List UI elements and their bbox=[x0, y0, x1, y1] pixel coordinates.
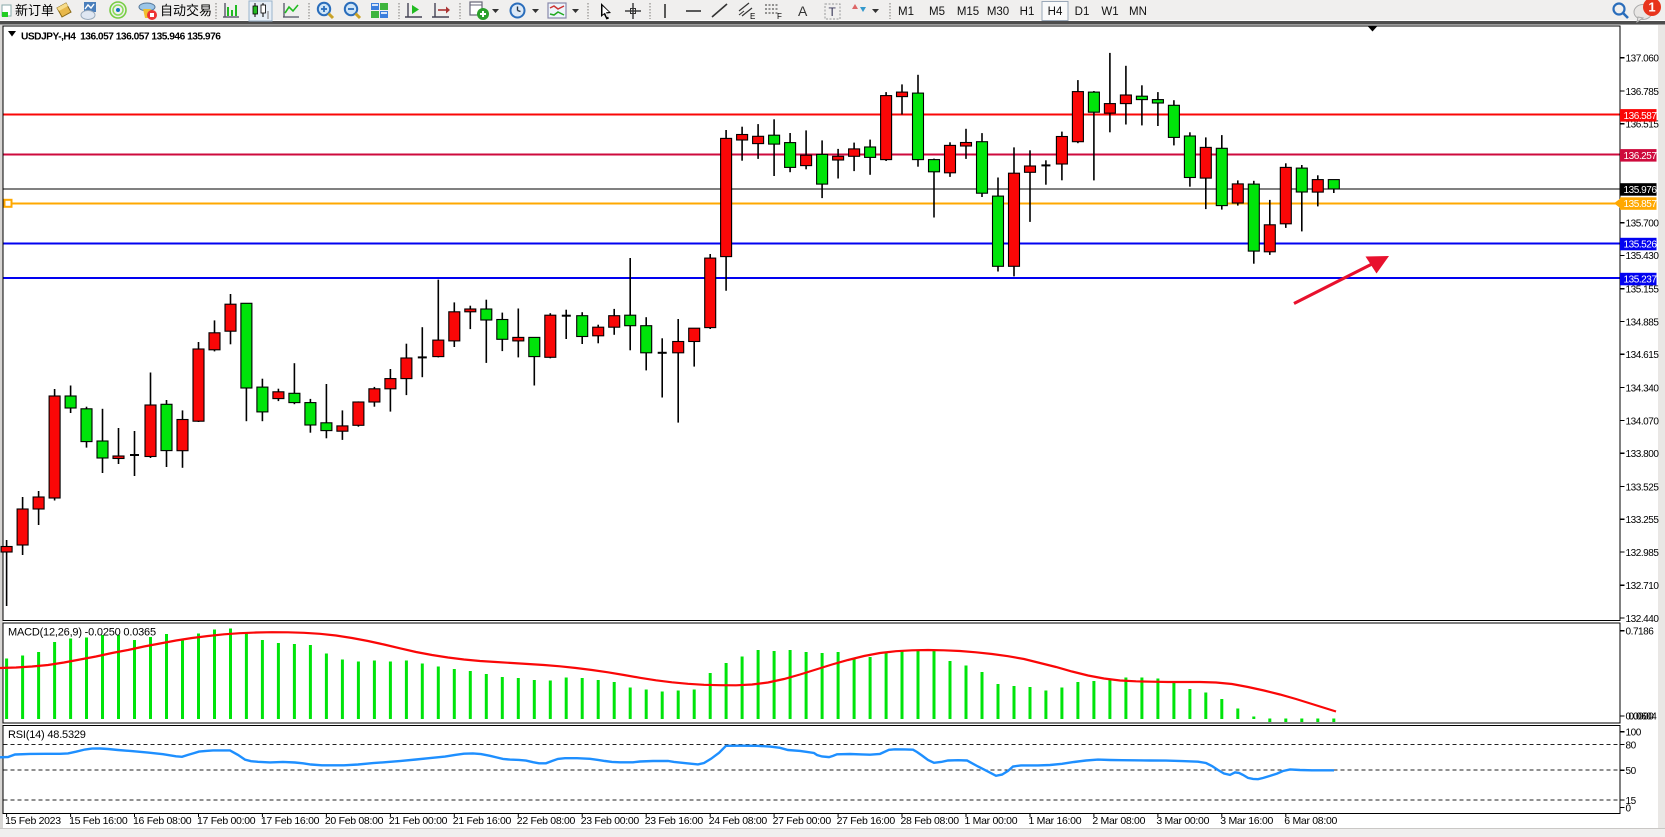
svg-text:136.257: 136.257 bbox=[1624, 151, 1658, 162]
svg-text:134.340: 134.340 bbox=[1626, 383, 1660, 394]
svg-text:136.785: 136.785 bbox=[1626, 87, 1660, 98]
svg-text:15 Feb 16:00: 15 Feb 16:00 bbox=[69, 815, 128, 827]
svg-text:24 Feb 08:00: 24 Feb 08:00 bbox=[709, 815, 768, 827]
svg-text:133.800: 133.800 bbox=[1626, 449, 1660, 460]
svg-text:23 Feb 00:00: 23 Feb 00:00 bbox=[581, 815, 640, 827]
svg-text:135.976: 135.976 bbox=[1624, 185, 1658, 196]
svg-text:M1: M1 bbox=[898, 6, 914, 18]
svg-text:16 Feb 08:00: 16 Feb 08:00 bbox=[133, 815, 192, 827]
svg-text:134.885: 134.885 bbox=[1626, 317, 1660, 328]
svg-text:6 Mar 08:00: 6 Mar 08:00 bbox=[1284, 815, 1337, 827]
svg-text:H4: H4 bbox=[1048, 6, 1063, 18]
svg-text:3 Mar 16:00: 3 Mar 16:00 bbox=[1220, 815, 1273, 827]
svg-text:0.7186: 0.7186 bbox=[1626, 627, 1655, 638]
svg-text:F: F bbox=[777, 12, 782, 21]
svg-text:0.0000: 0.0000 bbox=[1626, 712, 1655, 723]
svg-text:132.710: 132.710 bbox=[1626, 581, 1660, 592]
svg-text:80: 80 bbox=[1626, 740, 1637, 751]
svg-text:133.525: 133.525 bbox=[1626, 482, 1660, 493]
svg-text:1 Mar 16:00: 1 Mar 16:00 bbox=[1029, 815, 1082, 827]
svg-text:新订单: 新订单 bbox=[15, 3, 54, 18]
svg-text:0.0604: 0.0604 bbox=[1629, 712, 1658, 723]
svg-text:3 Mar 00:00: 3 Mar 00:00 bbox=[1156, 815, 1209, 827]
svg-text:M30: M30 bbox=[987, 6, 1009, 18]
svg-text:137.060: 137.060 bbox=[1626, 54, 1660, 65]
svg-text:50: 50 bbox=[1626, 766, 1637, 777]
svg-text:23 Feb 16:00: 23 Feb 16:00 bbox=[645, 815, 704, 827]
svg-text:17 Feb 00:00: 17 Feb 00:00 bbox=[197, 815, 256, 827]
svg-text:15 Feb 2023: 15 Feb 2023 bbox=[5, 815, 61, 827]
svg-text:0: 0 bbox=[1626, 803, 1632, 814]
svg-text:135.430: 135.430 bbox=[1626, 251, 1660, 262]
svg-text:MN: MN bbox=[1129, 6, 1147, 18]
svg-text:135.857: 135.857 bbox=[1624, 199, 1658, 210]
svg-text:M5: M5 bbox=[929, 6, 945, 18]
svg-text:RSI(14) 48.5329: RSI(14) 48.5329 bbox=[8, 729, 86, 741]
svg-text:自动交易: 自动交易 bbox=[160, 3, 212, 18]
svg-text:MACD(12,26,9) -0.0250 0.0365: MACD(12,26,9) -0.0250 0.0365 bbox=[8, 627, 156, 639]
svg-text:135.526: 135.526 bbox=[1624, 240, 1658, 251]
svg-text:1: 1 bbox=[1648, 0, 1655, 15]
svg-text:22 Feb 08:00: 22 Feb 08:00 bbox=[517, 815, 576, 827]
svg-text:15: 15 bbox=[1626, 796, 1637, 807]
svg-text:28 Feb 08:00: 28 Feb 08:00 bbox=[901, 815, 960, 827]
svg-text:20 Feb 08:00: 20 Feb 08:00 bbox=[325, 815, 384, 827]
svg-text:21 Feb 00:00: 21 Feb 00:00 bbox=[389, 815, 448, 827]
svg-text:133.255: 133.255 bbox=[1626, 515, 1660, 526]
svg-text:21 Feb 16:00: 21 Feb 16:00 bbox=[453, 815, 512, 827]
svg-text:132.440: 132.440 bbox=[1626, 614, 1660, 625]
svg-text:27 Feb 16:00: 27 Feb 16:00 bbox=[837, 815, 896, 827]
svg-text:USDJPY-,H4 136.057 136.057 13: USDJPY-,H4 136.057 136.057 135.946 135.9… bbox=[21, 32, 221, 43]
svg-text:17 Feb 16:00: 17 Feb 16:00 bbox=[261, 815, 320, 827]
svg-text:100: 100 bbox=[1626, 728, 1642, 739]
svg-text:W1: W1 bbox=[1101, 6, 1118, 18]
svg-text:D1: D1 bbox=[1075, 6, 1090, 18]
svg-text:A: A bbox=[798, 3, 808, 19]
svg-text:H1: H1 bbox=[1020, 6, 1035, 18]
svg-text:132.985: 132.985 bbox=[1626, 548, 1660, 559]
svg-text:134.615: 134.615 bbox=[1626, 350, 1660, 361]
svg-text:M15: M15 bbox=[957, 6, 979, 18]
svg-text:135.700: 135.700 bbox=[1626, 219, 1660, 230]
svg-text:135.237: 135.237 bbox=[1624, 275, 1658, 286]
svg-text:27 Feb 00:00: 27 Feb 00:00 bbox=[773, 815, 832, 827]
svg-text:134.070: 134.070 bbox=[1626, 416, 1660, 427]
svg-text:E: E bbox=[750, 12, 755, 21]
svg-text:2 Mar 08:00: 2 Mar 08:00 bbox=[1092, 815, 1145, 827]
svg-text:136.515: 136.515 bbox=[1626, 120, 1660, 131]
svg-text:1 Mar 00:00: 1 Mar 00:00 bbox=[965, 815, 1018, 827]
svg-text:136.587: 136.587 bbox=[1624, 111, 1658, 122]
svg-text:T: T bbox=[829, 5, 837, 19]
svg-text:135.155: 135.155 bbox=[1626, 285, 1660, 296]
